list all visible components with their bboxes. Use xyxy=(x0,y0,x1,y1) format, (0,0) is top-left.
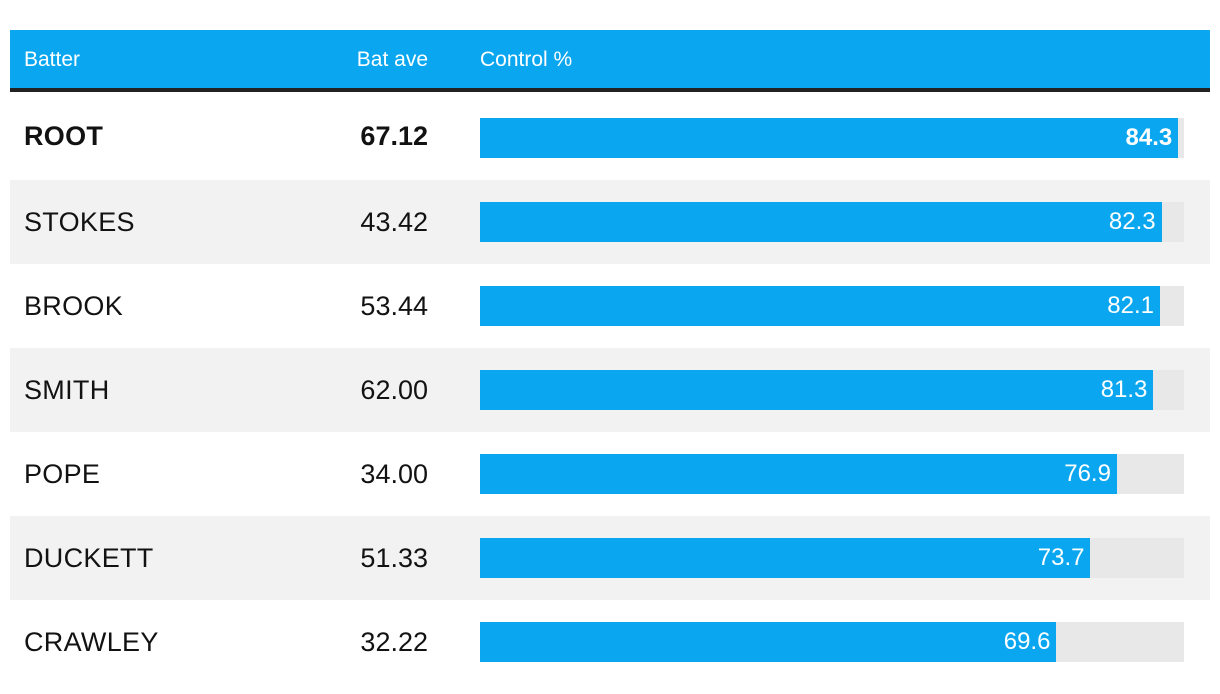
batter-name: BROOK xyxy=(24,290,124,321)
control-bar-track: 81.3 xyxy=(480,370,1184,410)
control-bar-track: 82.3 xyxy=(480,202,1184,242)
table-row: SMITH 62.00 81.3 xyxy=(10,348,1210,432)
batter-name: POPE xyxy=(24,458,101,489)
bat-ave-value: 43.42 xyxy=(360,206,428,237)
control-bar xyxy=(480,538,1091,578)
batter-name: STOKES xyxy=(24,206,135,237)
control-bar xyxy=(480,118,1179,158)
header-batter: Batter xyxy=(24,48,81,71)
table-row: STOKES 43.42 82.3 xyxy=(10,180,1210,264)
control-value-label: 84.3 xyxy=(1125,124,1173,151)
table-row: BROOK 53.44 82.1 xyxy=(10,264,1210,348)
control-bar-track: 82.1 xyxy=(480,286,1184,326)
header-bat-ave: Bat ave xyxy=(356,48,428,71)
batting-control-table: Batter Bat ave Control % ROOT 67.12 84.3… xyxy=(10,30,1210,684)
batter-name: CRAWLEY xyxy=(24,626,159,657)
bat-ave-value: 53.44 xyxy=(360,290,428,321)
control-bar xyxy=(480,202,1162,242)
control-bar xyxy=(480,370,1154,410)
control-bar-track: 69.6 xyxy=(480,622,1184,662)
table-row: CRAWLEY 32.22 69.6 xyxy=(10,600,1210,684)
control-bar-track: 84.3 xyxy=(480,118,1184,158)
table-row: ROOT 67.12 84.3 xyxy=(10,92,1210,180)
table-row: POPE 34.00 76.9 xyxy=(10,432,1210,516)
control-bar-track: 73.7 xyxy=(480,538,1184,578)
control-bar-track: 76.9 xyxy=(480,454,1184,494)
table-header: Batter Bat ave Control % xyxy=(10,30,1210,92)
control-bar xyxy=(480,454,1117,494)
control-value-label: 76.9 xyxy=(1064,460,1111,487)
control-bar xyxy=(480,622,1057,662)
bat-ave-value: 62.00 xyxy=(360,374,428,405)
control-value-label: 81.3 xyxy=(1100,376,1148,403)
bat-ave-value: 34.00 xyxy=(360,458,428,489)
control-value-label: 82.1 xyxy=(1107,292,1155,319)
control-bar xyxy=(480,286,1160,326)
control-value-label: 73.7 xyxy=(1037,544,1085,571)
table-body: ROOT 67.12 84.3 STOKES 43.42 82.3 BROOK … xyxy=(10,92,1210,684)
control-value-label: 69.6 xyxy=(1003,628,1051,655)
bat-ave-value: 67.12 xyxy=(360,120,428,151)
control-value-label: 82.3 xyxy=(1108,208,1156,235)
batter-name: ROOT xyxy=(24,120,104,151)
bat-ave-value: 32.22 xyxy=(360,626,428,657)
header-control: Control % xyxy=(480,48,573,71)
bat-ave-value: 51.33 xyxy=(360,542,428,573)
batter-name: DUCKETT xyxy=(24,542,154,573)
batter-name: SMITH xyxy=(24,374,110,405)
table-row: DUCKETT 51.33 73.7 xyxy=(10,516,1210,600)
